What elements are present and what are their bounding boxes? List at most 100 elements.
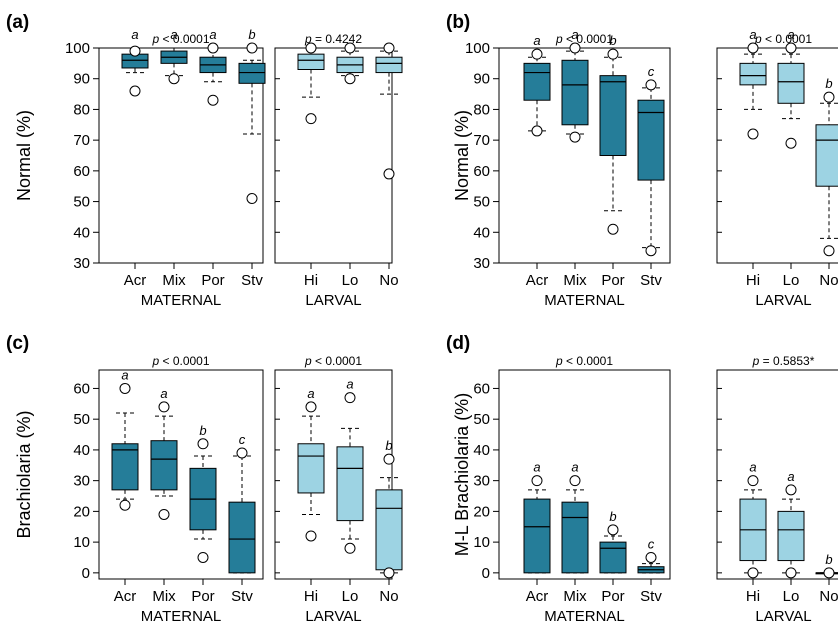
plot-frame (98, 369, 264, 580)
y-tick-label: 60 (473, 163, 490, 180)
box (637, 99, 665, 181)
box (523, 498, 551, 574)
outlier-point (645, 245, 657, 257)
x-group-label: LARVAL (305, 608, 361, 625)
significance-letter: a (533, 33, 540, 48)
y-tick-label: 30 (73, 255, 90, 272)
p-value-label: p < 0.0001 (555, 354, 613, 368)
y-tick-label: 30 (473, 255, 490, 272)
x-tick-label: Acr (114, 588, 137, 605)
outlier-point (747, 128, 759, 140)
y-tick-label: 40 (73, 224, 90, 241)
outlier-point (119, 382, 131, 394)
significance-letter: a (571, 460, 578, 475)
outlier-point (344, 542, 356, 554)
y-tick-label: 40 (473, 442, 490, 459)
x-tick-label: Acr (526, 272, 549, 289)
y-tick-label: 40 (73, 442, 90, 459)
y-tick-label: 90 (73, 71, 90, 88)
outlier-point (197, 551, 209, 563)
y-tick-label: 50 (473, 411, 490, 428)
outlier-point (531, 125, 543, 137)
box (297, 443, 325, 494)
x-tick-label: Hi (304, 272, 318, 289)
significance-letter: c (239, 432, 246, 447)
p-value-label: p = 0.5853* (752, 354, 815, 368)
x-tick-label: No (819, 272, 838, 289)
box (599, 75, 627, 156)
y-axis-label: Brachiolaria (%) (14, 410, 34, 538)
outlier-point (197, 438, 209, 450)
x-group-label: MATERNAL (141, 292, 222, 309)
y-tick-label: 20 (73, 503, 90, 520)
outlier-point (305, 113, 317, 125)
x-group-label: MATERNAL (544, 608, 625, 625)
y-tick-label: 90 (473, 71, 490, 88)
box (375, 56, 403, 74)
significance-letter: a (749, 460, 756, 475)
significance-letter: c (648, 64, 655, 79)
outlier-point (168, 73, 180, 85)
significance-letter: b (199, 423, 206, 438)
x-group-label: MATERNAL (141, 608, 222, 625)
y-tick-label: 60 (73, 163, 90, 180)
x-tick-label: Hi (746, 588, 760, 605)
outlier-point (747, 475, 759, 487)
box (777, 510, 805, 562)
box (111, 443, 139, 491)
plot-frame (274, 369, 393, 580)
x-tick-label: No (379, 588, 398, 605)
y-tick-label: 100 (65, 40, 90, 57)
x-tick-label: Mix (563, 272, 587, 289)
outlier-point (383, 42, 395, 54)
outlier-point (569, 475, 581, 487)
outlier-point (246, 193, 258, 204)
p-value-label: p < 0.0001 (754, 32, 812, 46)
y-axis-label: Normal (%) (14, 110, 34, 201)
outlier-point (129, 45, 141, 57)
x-tick-label: Por (601, 272, 624, 289)
outlier-point (236, 447, 248, 459)
outlier-point (747, 567, 759, 579)
y-tick-label: 0 (82, 565, 90, 582)
x-group-label: LARVAL (305, 292, 361, 309)
box (739, 62, 767, 86)
significance-letter: b (609, 33, 616, 48)
outlier-point (607, 223, 619, 235)
x-tick-label: Mix (563, 588, 587, 605)
outlier-point (607, 524, 619, 536)
x-tick-label: Lo (783, 272, 800, 289)
y-tick-label: 50 (473, 194, 490, 211)
outlier-point (129, 85, 141, 97)
box (599, 541, 627, 574)
p-value-label: p < 0.0001 (151, 354, 209, 368)
outlier-point (607, 48, 619, 60)
y-tick-label: 80 (73, 101, 90, 118)
x-tick-label: Hi (304, 588, 318, 605)
box (336, 446, 364, 522)
outlier-point (747, 42, 759, 54)
x-tick-label: Stv (231, 588, 253, 605)
y-tick-label: 50 (73, 194, 90, 211)
outlier-point (383, 567, 395, 579)
significance-letter: a (346, 377, 353, 392)
box (777, 62, 805, 104)
outlier-point (207, 94, 219, 106)
outlier-point (823, 91, 835, 103)
y-tick-label: 40 (473, 224, 490, 241)
outlier-point (645, 551, 657, 563)
significance-letter: a (209, 27, 216, 42)
x-tick-label: Por (201, 272, 224, 289)
outlier-point (569, 42, 581, 54)
plot-frame (716, 47, 838, 264)
y-tick-label: 30 (473, 473, 490, 490)
x-tick-label: Por (601, 588, 624, 605)
significance-letter: a (571, 27, 578, 42)
p-value-label: p = 0.4242 (304, 32, 362, 46)
plot-frame (98, 47, 264, 264)
outlier-point (305, 42, 317, 54)
box (523, 62, 551, 101)
y-tick-label: 10 (73, 534, 90, 551)
